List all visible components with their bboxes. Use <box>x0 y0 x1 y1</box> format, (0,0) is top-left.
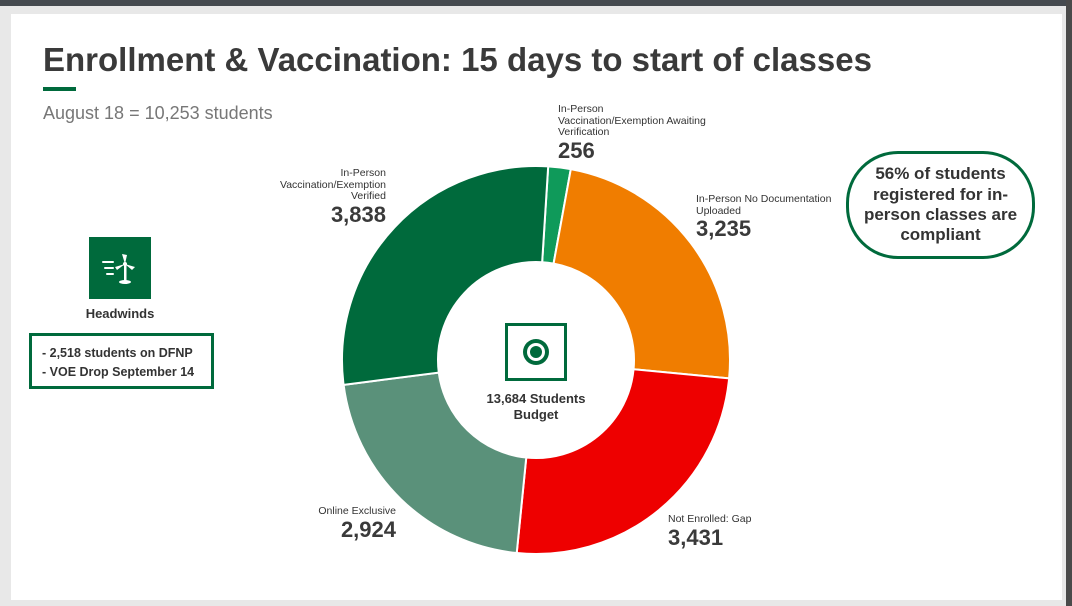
window-top-bar <box>0 0 1072 6</box>
slice-label-verified: In-Person Vaccination/Exemption Verified… <box>256 167 386 227</box>
page-title: Enrollment & Vaccination: 15 days to sta… <box>43 41 872 78</box>
callout-text: 56% of students registered for in-person… <box>863 164 1018 245</box>
slice-caption: In-Person Vaccination/Exemption Verified <box>279 167 386 203</box>
slice-value: 3,838 <box>330 201 386 227</box>
slice-not-enrolled <box>515 368 731 555</box>
slice-label-not-enrolled: Not Enrolled: Gap 3,431 <box>668 513 788 550</box>
headwinds-item: - VOE Drop September 14 <box>42 365 195 380</box>
slice-caption: In-Person No Documentation Uploaded <box>696 193 832 217</box>
title-underline <box>43 87 76 91</box>
slice-label-online: Online Exclusive 2,924 <box>276 505 396 542</box>
slice-caption: Not Enrolled: Gap <box>668 513 752 525</box>
slice-label-no-docs: In-Person No Documentation Uploaded 3,23… <box>696 193 836 242</box>
slice-caption: Online Exclusive <box>318 505 396 517</box>
slice-value: 256 <box>558 137 595 163</box>
slice-label-awaiting: In-Person Vaccination/Exemption Awaiting… <box>558 103 708 163</box>
window-right-bar <box>1066 0 1072 606</box>
wind-turbine-icon <box>89 237 151 299</box>
headwinds-item: - 2,518 students on DFNP <box>42 346 193 360</box>
headwinds-box: - 2,518 students on DFNP - VOE Drop Sept… <box>29 333 214 389</box>
slice-value: 3,431 <box>668 524 724 550</box>
target-icon <box>505 323 567 381</box>
center-label: 13,684 Students Budget <box>486 391 586 423</box>
slice-value: 2,924 <box>340 516 396 542</box>
slice-verified <box>341 165 550 387</box>
compliance-callout: 56% of students registered for in-person… <box>846 151 1035 259</box>
headwinds-label: Headwinds <box>85 306 155 321</box>
slice-caption: In-Person Vaccination/Exemption Awaiting… <box>558 103 706 139</box>
page-subtitle: August 18 = 10,253 students <box>43 103 273 123</box>
slice-value: 3,235 <box>696 216 752 242</box>
slice-no-docs <box>552 167 731 380</box>
slice-online <box>342 371 528 555</box>
